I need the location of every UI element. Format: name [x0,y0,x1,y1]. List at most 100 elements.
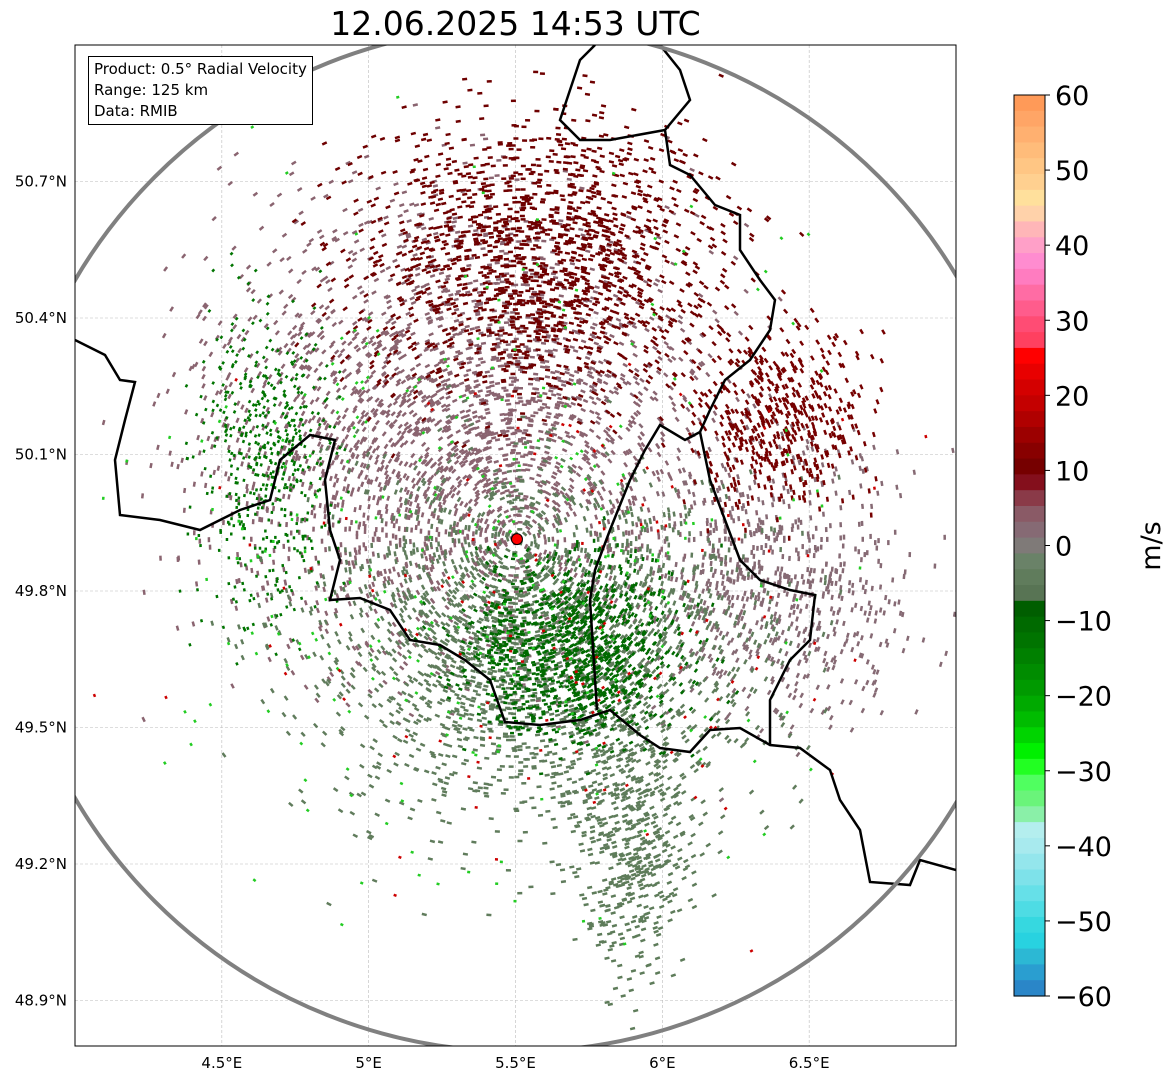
echo-gate [469,327,476,331]
echo-gate [729,637,735,643]
echo-gate [419,375,425,381]
echo-gate [563,517,569,523]
echo-gate [560,650,566,656]
echo-gate [463,481,469,487]
echo-gate [548,389,554,393]
echo-gate [392,734,398,740]
echo-gate [826,536,829,542]
echo-gate [346,427,352,433]
echo-gate [730,505,735,512]
echo-gate [408,753,415,759]
echo-gate [507,411,513,415]
echo-gate [622,531,625,537]
echo-gate [622,380,629,386]
echo-gate [400,399,406,405]
echo-gate [761,500,765,506]
echo-gate [663,372,669,378]
echo-gate [568,505,574,512]
echo-gate [420,284,427,289]
echo-gate [849,727,855,733]
echo-gate [631,324,638,330]
echo-gate [386,495,391,502]
echo-gate [711,417,716,424]
echo-gate [424,426,431,432]
echo-gate [234,643,239,650]
echo-gate [265,506,269,512]
echo-gate [378,682,384,689]
echo-gate [651,470,656,477]
echo-gate [836,609,840,616]
echo-gate [814,525,818,531]
echo-gate [226,444,231,451]
echo-gate [476,457,483,462]
echo-gate [697,593,702,599]
echo-gate [444,428,450,433]
echo-gate [390,411,396,417]
echo-gate [492,518,498,525]
echo-gate [426,416,432,422]
echo-gate [177,555,181,561]
echo-gate [529,355,535,359]
echo-gate [510,656,516,659]
echo-gate [281,310,287,316]
echo-gate [437,461,443,467]
echo-gate [358,504,362,511]
echo-gate [791,523,795,529]
echo-gate [521,690,527,694]
echo-gate [207,537,211,543]
echo-gate [498,527,503,533]
echo-gate [639,506,644,512]
echo-gate [676,455,681,462]
echo-gate [624,518,628,524]
echo-gate [873,618,878,624]
echo-gate [507,413,514,417]
echo-gate [396,244,403,249]
echo-gate [508,490,514,495]
echo-gate [252,314,258,321]
echo-gate [332,379,338,385]
echo-gate [549,760,555,765]
echo-gate [596,379,603,385]
echo-gate [311,415,316,421]
echo-gate [654,278,661,283]
echo-gate [412,252,418,258]
echo-gate [335,444,341,451]
echo-gate [786,625,791,632]
echo-gate [396,507,400,513]
echo-gate [449,484,455,491]
echo-gate [503,453,509,457]
echo-gate [712,410,718,416]
echo-gate [631,419,637,425]
echo-gate [202,302,208,308]
echo-gate [240,336,246,343]
echo-gate [637,397,643,404]
echo-gate [525,347,531,351]
echo-gate [416,509,421,515]
echo-gate [566,777,572,782]
echo-gate [381,370,387,377]
echo-gate [756,545,759,551]
echo-gate [409,202,415,207]
echo-gate [532,387,538,391]
echo-gate [530,698,536,702]
echo-gate [484,468,491,474]
echo-gate [431,797,437,802]
echo-gate [835,568,839,575]
echo-gate [839,585,843,591]
echo-gate [400,333,407,338]
echo-gate [421,226,427,231]
echo-gate [662,511,666,518]
echo-gate [365,351,371,357]
echo-gate [752,403,757,409]
echo-gate [568,378,574,382]
echo-gate [796,524,800,530]
echo-gate [650,704,657,710]
echo-gate [439,545,443,551]
echo-gate [293,219,300,225]
echo-gate [733,738,739,744]
echo-gate [410,737,417,743]
echo-gate [624,530,628,536]
echo-gate [458,564,463,570]
echo-gate [360,436,366,442]
echo-gate [428,609,434,615]
